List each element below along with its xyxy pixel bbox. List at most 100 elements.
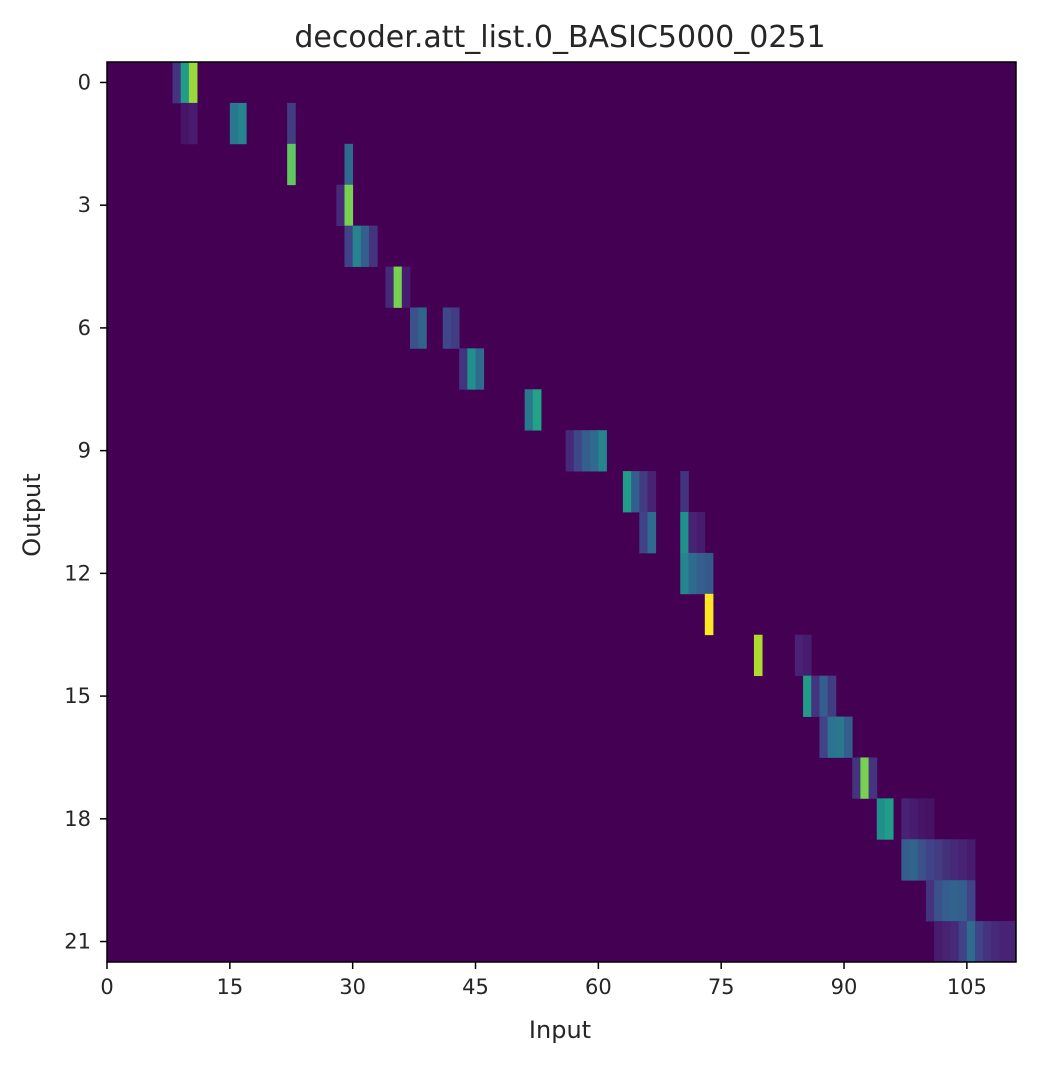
heatmap-cell <box>704 552 714 595</box>
y-tick-label: 0 <box>78 70 91 94</box>
heatmap-cell <box>344 143 354 186</box>
heatmap-cell <box>966 839 976 881</box>
heatmap-cell <box>450 307 460 349</box>
heatmap-cell <box>835 716 845 758</box>
y-tick-label: 9 <box>78 439 91 463</box>
heatmap-cell <box>410 307 419 349</box>
heatmap-cell <box>565 430 575 472</box>
heatmap-cell <box>909 839 919 881</box>
heatmap-cell <box>598 430 607 472</box>
heatmap-cell <box>966 880 976 922</box>
heatmap-cell <box>344 184 354 227</box>
heatmap-cell <box>803 675 812 717</box>
heatmap-cell <box>401 266 411 308</box>
heatmap-cell <box>459 348 468 390</box>
y-tick-label: 12 <box>64 561 91 585</box>
heatmap-cell <box>573 430 583 472</box>
heatmap-cell <box>958 921 968 963</box>
heatmap-cell <box>369 225 378 267</box>
heatmap-cell <box>680 471 689 513</box>
heatmap-cell <box>647 471 657 513</box>
heatmap-cell <box>925 798 935 840</box>
heatmap-cell <box>696 552 706 595</box>
heatmap-cell <box>958 839 968 881</box>
heatmap-cell <box>819 716 829 758</box>
heatmap-cell <box>180 102 190 145</box>
heatmap-cell <box>188 102 198 145</box>
heatmap-cell <box>925 880 935 922</box>
heatmap-cell <box>442 307 452 349</box>
y-tick-label: 6 <box>78 316 91 340</box>
heatmap-cell <box>753 634 763 677</box>
heatmap-cell <box>950 880 960 922</box>
heatmap-cell <box>901 839 910 881</box>
heatmap-cell <box>622 471 632 513</box>
heatmap-cell <box>524 389 534 431</box>
heatmap-cell <box>344 225 354 267</box>
heatmap-cell <box>393 266 403 308</box>
chart-title: decoder.att_list.0_BASIC5000_0251 <box>294 20 825 55</box>
heatmap-cell <box>844 716 853 758</box>
x-tick-label: 15 <box>216 975 243 999</box>
x-tick-label: 0 <box>100 975 113 999</box>
x-axis-label: Input <box>529 1016 591 1044</box>
heatmap-cell <box>917 839 927 881</box>
heatmap-cell <box>385 266 395 308</box>
heatmap-cell <box>229 102 239 145</box>
y-tick-label: 15 <box>64 684 91 708</box>
x-tick-label: 75 <box>708 975 735 999</box>
heatmap-cell <box>991 921 1001 963</box>
heatmap-cell <box>639 512 648 554</box>
heatmap-cell <box>647 512 657 554</box>
x-tick-label: 105 <box>947 975 987 999</box>
heatmap-cell <box>180 62 190 104</box>
y-axis-label: Output <box>18 473 46 556</box>
heatmap-cell <box>934 839 943 881</box>
heatmap-cell <box>238 102 247 145</box>
x-tick-label: 30 <box>339 975 366 999</box>
heatmap-plot-area <box>106 61 1017 963</box>
heatmap-cell <box>172 62 182 104</box>
heatmap-cell <box>680 512 689 554</box>
heatmap-cell <box>925 839 935 881</box>
heatmap-cell <box>860 757 869 799</box>
heatmap-cell <box>966 921 976 963</box>
heatmap-cell <box>794 634 804 677</box>
heatmap-cell <box>983 921 992 963</box>
heatmap-cell <box>475 348 485 390</box>
heatmap-cell <box>942 880 951 922</box>
heatmap-cell <box>688 512 698 554</box>
x-tick-label: 60 <box>585 975 612 999</box>
heatmap-cell <box>852 757 861 799</box>
heatmap-cell <box>352 225 362 267</box>
heatmap-cell <box>1007 921 1017 963</box>
heatmap-cell <box>631 471 640 513</box>
heatmap-cell <box>680 552 689 595</box>
heatmap-cell <box>942 921 951 963</box>
x-tick-label: 90 <box>831 975 858 999</box>
heatmap-cell <box>950 839 960 881</box>
heatmap-cell <box>868 757 878 799</box>
heatmap-cell <box>827 675 837 717</box>
heatmap-cell <box>590 430 599 472</box>
y-axis: 0 3 6 9 12 15 18 21 <box>64 70 107 954</box>
heatmap-cell <box>901 798 910 840</box>
heatmap-cell <box>999 921 1009 963</box>
heatmap-cell <box>934 880 943 922</box>
heatmap-cell <box>360 225 370 267</box>
heatmap-cell <box>418 307 427 349</box>
y-tick-label: 21 <box>64 930 91 954</box>
heatmap-cell <box>336 184 345 227</box>
heatmap-cell <box>942 839 951 881</box>
heatmap-cell <box>467 348 476 390</box>
plot-frame <box>106 61 1017 963</box>
heatmap-cell <box>958 880 968 922</box>
heatmap-cell <box>287 143 296 186</box>
heatmap-cell <box>188 62 198 104</box>
heatmap-cell <box>876 798 886 840</box>
heatmap-background <box>107 62 1016 962</box>
heatmap-cell <box>909 798 919 840</box>
heatmap-cell <box>696 512 706 554</box>
heatmap-cell <box>884 798 894 840</box>
